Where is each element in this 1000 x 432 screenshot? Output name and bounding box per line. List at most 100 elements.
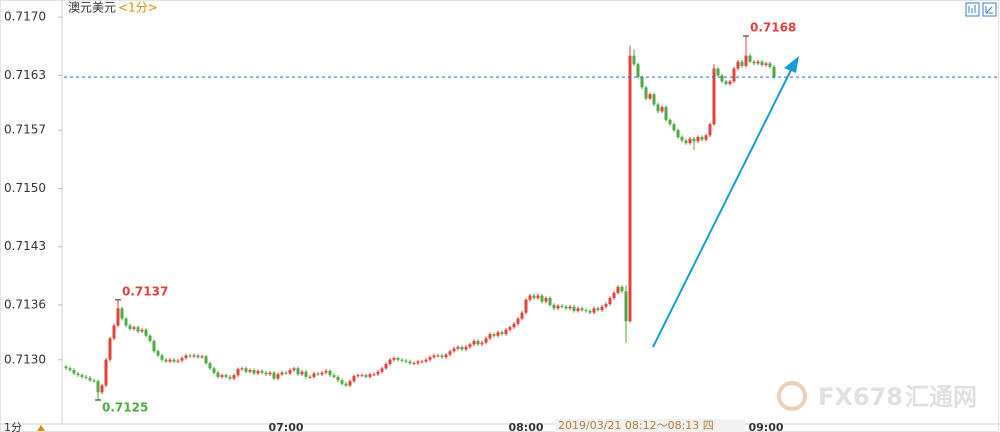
candle-body — [320, 372, 324, 375]
candle-body — [288, 370, 292, 374]
y-tick-label: 0.7157 — [4, 123, 46, 137]
candle-body — [632, 55, 636, 65]
x-tick-label: 08:00 — [508, 421, 543, 432]
candle-body — [204, 356, 208, 364]
x-tick-label: 07:00 — [268, 421, 303, 432]
candle-body — [732, 68, 736, 82]
candle-body — [312, 373, 316, 377]
period-label[interactable]: 1分 — [4, 421, 22, 432]
candle-body — [564, 306, 568, 309]
candle-body — [636, 64, 640, 78]
candle-body — [292, 368, 296, 371]
candle-body — [608, 298, 612, 305]
candle-body — [544, 298, 548, 302]
candle-body — [184, 355, 188, 359]
candle-body — [280, 372, 284, 375]
candle-body — [472, 340, 476, 345]
candle-body — [272, 372, 276, 379]
candle-body — [612, 292, 616, 299]
candle-body — [316, 373, 320, 375]
candle-body — [160, 355, 164, 360]
candle-body — [596, 308, 600, 311]
candle-body — [200, 356, 204, 358]
candle-body — [560, 305, 564, 307]
candle-body — [208, 363, 212, 369]
period-subtitle: <1分> — [118, 1, 158, 15]
candle-body — [744, 55, 748, 66]
candle-body — [496, 332, 500, 336]
candle-body — [192, 355, 196, 357]
candle-body — [228, 376, 232, 379]
icon-glyph — [968, 5, 993, 14]
candle-body — [124, 318, 128, 326]
candle-body — [716, 68, 720, 76]
candle-body — [88, 377, 92, 381]
candle-body — [760, 61, 764, 66]
candle-body — [404, 360, 408, 362]
candle-body — [516, 318, 520, 324]
tooltip-box — [555, 419, 745, 432]
candle-body — [572, 306, 576, 311]
candle-body — [692, 138, 696, 142]
trend-arrow — [652, 67, 793, 348]
candle-body — [156, 351, 160, 356]
candle-body — [256, 370, 260, 374]
candle-body — [92, 380, 96, 382]
candle-body — [512, 323, 516, 328]
candle-body — [728, 81, 732, 84]
candle-body — [276, 374, 280, 379]
candle-body — [448, 351, 452, 355]
candle-body — [144, 329, 148, 336]
candle-body — [388, 359, 392, 365]
candle-body — [428, 357, 432, 360]
candle-body — [464, 346, 468, 350]
candle-body — [624, 291, 628, 322]
candle-body — [568, 306, 572, 309]
candle-body — [552, 304, 556, 309]
candle-body — [660, 107, 664, 112]
y-tick-label: 0.7170 — [4, 10, 46, 24]
candle-body — [492, 334, 496, 336]
y-tick-label: 0.7143 — [4, 239, 46, 253]
candle-body — [600, 306, 604, 311]
trend-arrowhead — [784, 56, 799, 73]
candle-body — [244, 368, 248, 372]
candle-body — [64, 366, 68, 369]
candle-body — [104, 359, 108, 386]
candle-body — [84, 376, 88, 378]
candle-body — [616, 286, 620, 293]
candle-body — [368, 374, 372, 377]
candle-body — [180, 358, 184, 361]
x-tick-label: 09:00 — [748, 421, 783, 432]
candle-body — [576, 308, 580, 311]
candle-body — [348, 381, 352, 386]
candle-body — [220, 375, 224, 377]
candle-body — [440, 355, 444, 358]
candle-body — [524, 299, 528, 313]
candle-body — [416, 361, 420, 364]
candle-body — [488, 334, 492, 339]
candle-body — [364, 375, 368, 377]
candle-body — [212, 368, 216, 373]
candle-body — [248, 370, 252, 372]
candle-body — [116, 308, 120, 326]
candle-body — [128, 325, 132, 329]
extreme-label: 0.7168 — [750, 20, 796, 34]
candle-body — [140, 329, 144, 332]
candle-body — [384, 364, 388, 369]
period-arrow[interactable] — [37, 425, 45, 431]
candle-body — [152, 340, 156, 352]
toolbar-icons[interactable] — [965, 2, 997, 17]
candle-body — [480, 342, 484, 345]
candle-body — [344, 383, 348, 386]
candle-body — [112, 325, 116, 339]
candle-body — [72, 370, 76, 374]
candle-body — [300, 371, 304, 375]
candle-body — [108, 338, 112, 360]
candle-body — [700, 137, 704, 140]
candle-body — [392, 358, 396, 360]
candle-body — [324, 370, 328, 373]
candle-body — [396, 358, 400, 360]
candle-body — [352, 376, 356, 382]
